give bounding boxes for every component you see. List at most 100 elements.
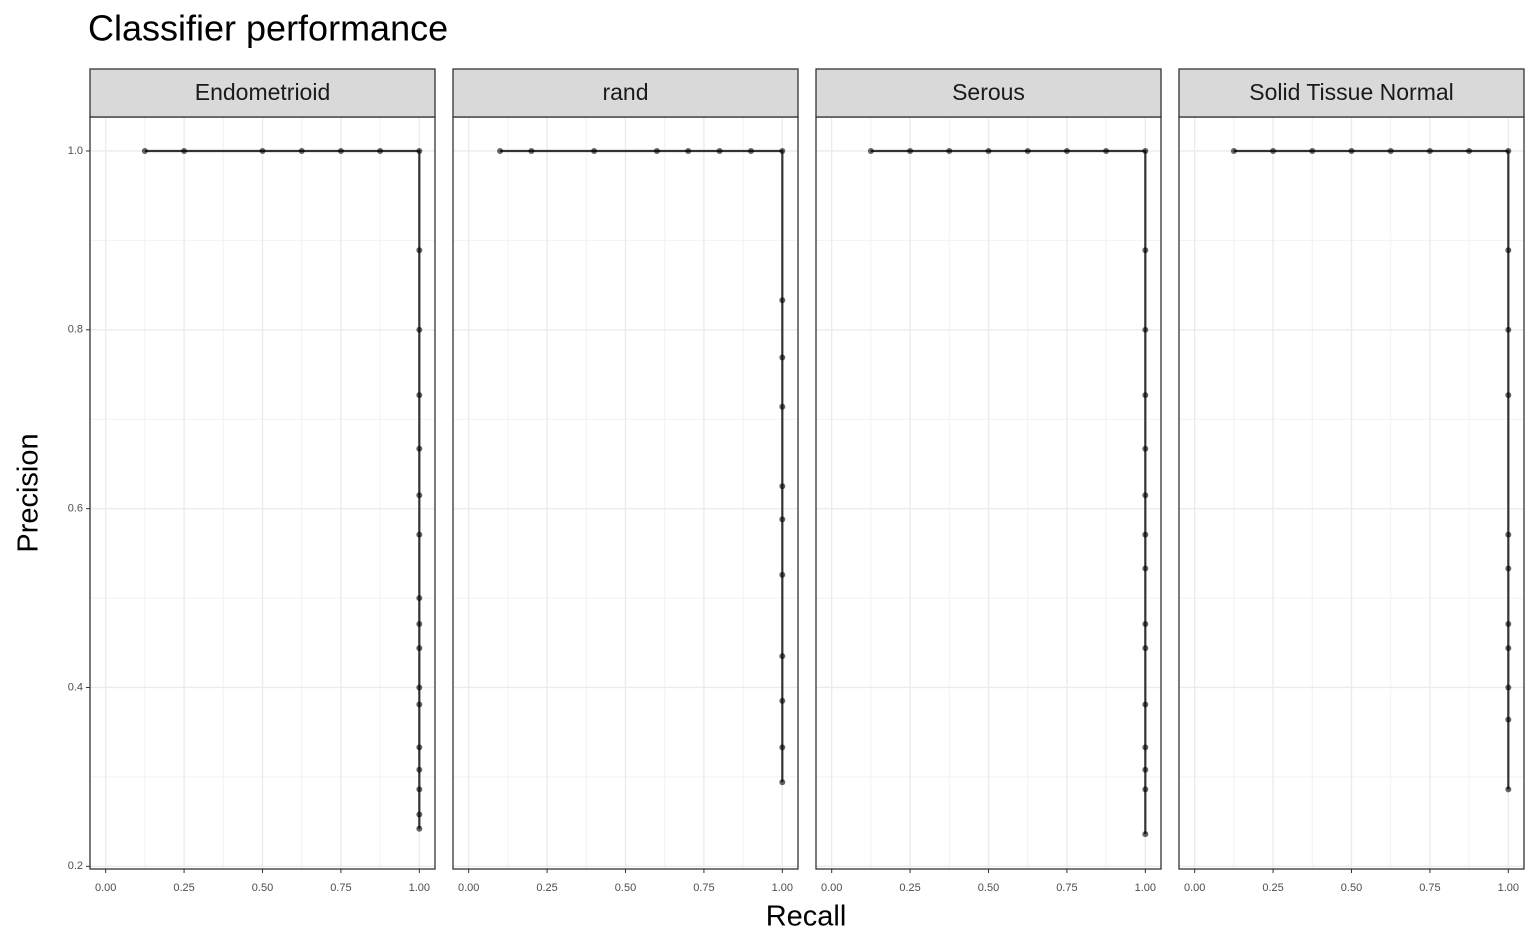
point xyxy=(1309,147,1316,154)
x-tick-label: 0.75 xyxy=(1419,882,1440,894)
point xyxy=(1142,531,1149,538)
point xyxy=(298,147,305,154)
point xyxy=(779,653,786,660)
point xyxy=(1024,147,1031,154)
point xyxy=(416,392,423,399)
point xyxy=(1348,147,1355,154)
point xyxy=(1505,392,1512,399)
point xyxy=(1270,147,1277,154)
x-tick-label: 1.00 xyxy=(772,882,793,894)
strip-label: rand xyxy=(602,79,648,105)
x-tick-label: 0.00 xyxy=(821,882,842,894)
point xyxy=(1142,492,1149,499)
point xyxy=(779,147,786,154)
point xyxy=(416,445,423,452)
point xyxy=(259,147,266,154)
x-tick-label: 0.75 xyxy=(330,882,351,894)
point xyxy=(1142,326,1149,333)
y-tick-label: 0.8 xyxy=(68,324,83,336)
x-tick-label: 0.75 xyxy=(1056,882,1077,894)
point xyxy=(1230,147,1237,154)
x-tick-label: 0.25 xyxy=(1262,882,1283,894)
point xyxy=(779,297,786,304)
point xyxy=(1142,701,1149,708)
strip xyxy=(815,68,1162,118)
point xyxy=(1505,786,1512,793)
x-tick-label: 1.00 xyxy=(409,882,430,894)
point xyxy=(377,147,384,154)
point xyxy=(1142,247,1149,254)
point xyxy=(1505,565,1512,572)
point xyxy=(867,147,874,154)
pr-curve xyxy=(1233,149,1510,790)
point xyxy=(779,571,786,578)
point xyxy=(416,786,423,793)
point xyxy=(1063,147,1070,154)
y-tick-label: 1.0 xyxy=(68,145,83,157)
point xyxy=(416,326,423,333)
strip xyxy=(452,68,799,118)
x-tick-label: 0.25 xyxy=(899,882,920,894)
x-tick-label: 0.25 xyxy=(173,882,194,894)
y-tick-label: 0.2 xyxy=(68,860,83,872)
point xyxy=(779,697,786,704)
point xyxy=(1142,565,1149,572)
y-tick-label: 0.6 xyxy=(68,503,83,515)
point xyxy=(1103,147,1110,154)
chart-title: Classifier performance xyxy=(88,8,448,49)
point xyxy=(716,147,723,154)
x-tick-label: 0.25 xyxy=(536,882,557,894)
point xyxy=(591,147,598,154)
point xyxy=(779,779,786,786)
strip xyxy=(1178,68,1525,118)
x-tick-label: 1.00 xyxy=(1498,882,1519,894)
strip-label: Solid Tissue Normal xyxy=(1249,79,1454,105)
point xyxy=(416,766,423,773)
point xyxy=(1505,716,1512,723)
point xyxy=(497,147,504,154)
x-tick-label: 0.75 xyxy=(693,882,714,894)
point xyxy=(779,744,786,751)
point xyxy=(1142,445,1149,452)
point xyxy=(416,701,423,708)
point xyxy=(1142,831,1149,838)
y-axis-label: Precision xyxy=(13,433,45,552)
y-tick-label: 0.4 xyxy=(68,681,83,693)
point xyxy=(1142,786,1149,793)
point xyxy=(416,247,423,254)
strip-label: Serous xyxy=(952,79,1025,105)
pr-curve xyxy=(870,149,1147,835)
point xyxy=(747,147,754,154)
point xyxy=(1505,684,1512,691)
pr-curve xyxy=(500,149,784,783)
point xyxy=(416,645,423,652)
point xyxy=(1505,326,1512,333)
x-tick-label: 0.00 xyxy=(95,882,116,894)
x-tick-label: 0.50 xyxy=(252,882,273,894)
point xyxy=(1142,766,1149,773)
point xyxy=(141,147,148,154)
x-tick-label: 0.00 xyxy=(1184,882,1205,894)
point xyxy=(1505,147,1512,154)
strip-label: Endometrioid xyxy=(195,79,331,105)
x-tick-label: 0.00 xyxy=(458,882,479,894)
strip xyxy=(89,68,436,118)
point xyxy=(416,825,423,832)
point xyxy=(1142,392,1149,399)
point xyxy=(1505,531,1512,538)
point xyxy=(685,147,692,154)
point xyxy=(1466,147,1473,154)
point xyxy=(1142,744,1149,751)
point xyxy=(779,403,786,410)
point xyxy=(181,147,188,154)
point xyxy=(985,147,992,154)
point xyxy=(416,744,423,751)
point xyxy=(1387,147,1394,154)
point xyxy=(1142,147,1149,154)
point xyxy=(416,620,423,627)
point xyxy=(1505,645,1512,652)
x-tick-label: 0.50 xyxy=(615,882,636,894)
x-tick-label: 0.50 xyxy=(1341,882,1362,894)
point xyxy=(1505,247,1512,254)
